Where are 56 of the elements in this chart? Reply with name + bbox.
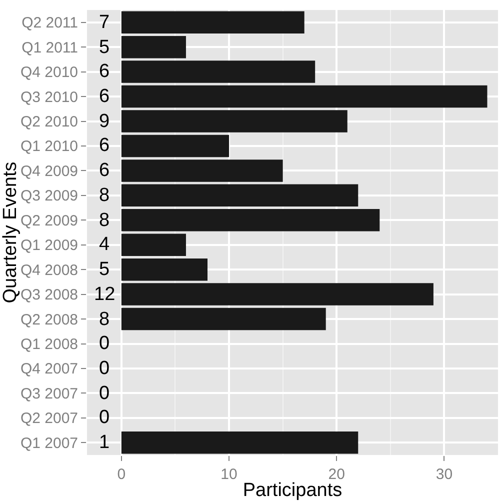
y-tick-label: Q2 2010 [20,114,78,130]
bar [121,234,186,256]
annotation: 0 [99,407,110,428]
bar [121,184,358,207]
y-tick-label: Q2 2007 [20,410,78,428]
y-tick-label: Q2 2011 [22,14,78,32]
annotation: 0 [99,333,110,354]
annotation: 6 [99,61,110,82]
y-tick-label: Q2 2008 [20,311,78,328]
annotation: 6 [99,86,110,107]
annotation: 8 [99,185,110,206]
x-axis-title: Participants [242,480,342,501]
bar [121,283,434,306]
y-tick-label: Q3 2010 [20,88,78,106]
y-tick-label: Q4 2007 [20,360,78,378]
annotation: 9 [99,111,110,132]
x-tick-label: 20 [328,466,345,483]
annotation: 8 [99,210,110,231]
annotation: 1 [99,432,110,453]
bar [121,36,186,58]
bar [121,11,304,34]
bar [121,258,208,281]
bar [121,60,316,83]
y-tick-label: Q4 2008 [20,262,78,279]
annotation: 5 [99,37,110,58]
bar [121,134,230,158]
bar [121,308,326,330]
y-tick-label: Q3 2008 [20,286,78,304]
bar [121,160,283,182]
y-tick-label: Q1 2007 [20,434,78,452]
y-tick-label: Q3 2007 [20,385,78,402]
y-tick-label: Q1 2010 [20,138,78,156]
annotation: 12 [94,284,116,305]
annotation: 0 [99,383,110,404]
annotation: 6 [99,135,110,156]
x-tick-label: 0 [117,466,126,483]
y-tick-label: Q1 2008 [20,336,78,353]
y-tick-label: Q4 2010 [20,64,78,82]
bar [121,110,348,132]
y-tick-label: Q3 2009 [20,188,78,205]
y-tick-label: Q1 2009 [20,237,78,254]
annotation: 7 [99,12,110,33]
annotation: 4 [99,234,110,255]
annotation: 8 [99,309,110,330]
bar [121,432,358,454]
y-tick-label: Q1 2011 [22,39,78,56]
y-axis-title: Quarterly Events [0,162,21,304]
annotation: 5 [99,259,110,280]
annotation: 6 [99,160,110,181]
y-tick-label: Q2 2009 [20,212,78,230]
bar [121,85,488,108]
x-tick-label: 30 [436,466,453,483]
x-tick-label: 10 [220,466,238,483]
annotation: 0 [99,358,110,379]
y-tick-label: Q4 2009 [20,162,78,180]
bar [121,209,380,232]
